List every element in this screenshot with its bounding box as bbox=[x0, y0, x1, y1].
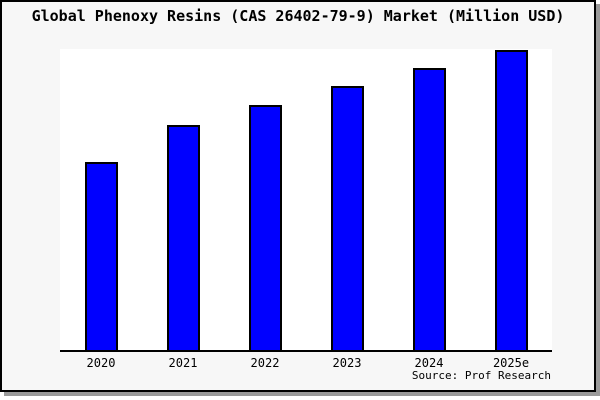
x-tick-label-2023: 2023 bbox=[332, 356, 362, 370]
x-tick-label-2020: 2020 bbox=[86, 356, 116, 370]
chart-title: Global Phenoxy Resins (CAS 26402-79-9) M… bbox=[31, 7, 565, 25]
source-attribution: Source: Prof Research bbox=[411, 369, 551, 382]
plot-area bbox=[60, 49, 552, 352]
bar-2024 bbox=[412, 68, 446, 350]
bar-2023 bbox=[330, 86, 364, 350]
bar-2020 bbox=[84, 162, 118, 350]
x-tick-label-2021: 2021 bbox=[168, 356, 198, 370]
bars-layer bbox=[60, 49, 552, 350]
x-axis-labels: 2020 2021 2022 2023 2024 2025e bbox=[60, 356, 552, 372]
x-tick-label-2025e: 2025e bbox=[492, 356, 530, 370]
x-tick-label-2024: 2024 bbox=[414, 356, 444, 370]
bar-2021 bbox=[166, 125, 200, 350]
bar-2025e bbox=[494, 50, 528, 350]
bar-2022 bbox=[248, 105, 282, 350]
x-tick-label-2022: 2022 bbox=[250, 356, 280, 370]
